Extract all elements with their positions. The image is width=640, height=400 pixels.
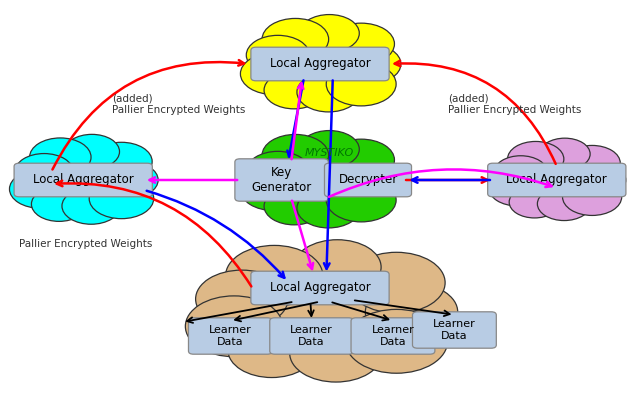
FancyBboxPatch shape xyxy=(270,318,354,354)
FancyBboxPatch shape xyxy=(412,312,497,348)
FancyBboxPatch shape xyxy=(251,271,389,305)
Text: Local Aggregator: Local Aggregator xyxy=(269,282,371,294)
Text: Local Aggregator: Local Aggregator xyxy=(33,174,134,186)
Text: Decrypter: Decrypter xyxy=(339,174,397,186)
FancyBboxPatch shape xyxy=(324,163,412,197)
FancyBboxPatch shape xyxy=(488,163,626,197)
Text: Key
Generator: Key Generator xyxy=(252,166,312,194)
Text: Learner
Data: Learner Data xyxy=(291,325,333,347)
Text: Local Aggregator: Local Aggregator xyxy=(506,174,607,186)
FancyBboxPatch shape xyxy=(235,159,328,201)
Text: MYSTIKO: MYSTIKO xyxy=(305,148,354,158)
FancyBboxPatch shape xyxy=(188,318,273,354)
Text: (added)
Pallier Encrypted Weights: (added) Pallier Encrypted Weights xyxy=(112,93,245,115)
Text: (added)
Pallier Encrypted Weights: (added) Pallier Encrypted Weights xyxy=(448,93,581,115)
FancyBboxPatch shape xyxy=(351,318,435,354)
Text: Pallier Encrypted Weights: Pallier Encrypted Weights xyxy=(19,239,152,249)
Text: Local Aggregator: Local Aggregator xyxy=(269,58,371,70)
FancyBboxPatch shape xyxy=(14,163,152,197)
Text: Learner
Data: Learner Data xyxy=(433,319,476,341)
Text: Learner
Data: Learner Data xyxy=(372,325,414,347)
Text: Learner
Data: Learner Data xyxy=(209,325,252,347)
FancyBboxPatch shape xyxy=(251,47,389,81)
